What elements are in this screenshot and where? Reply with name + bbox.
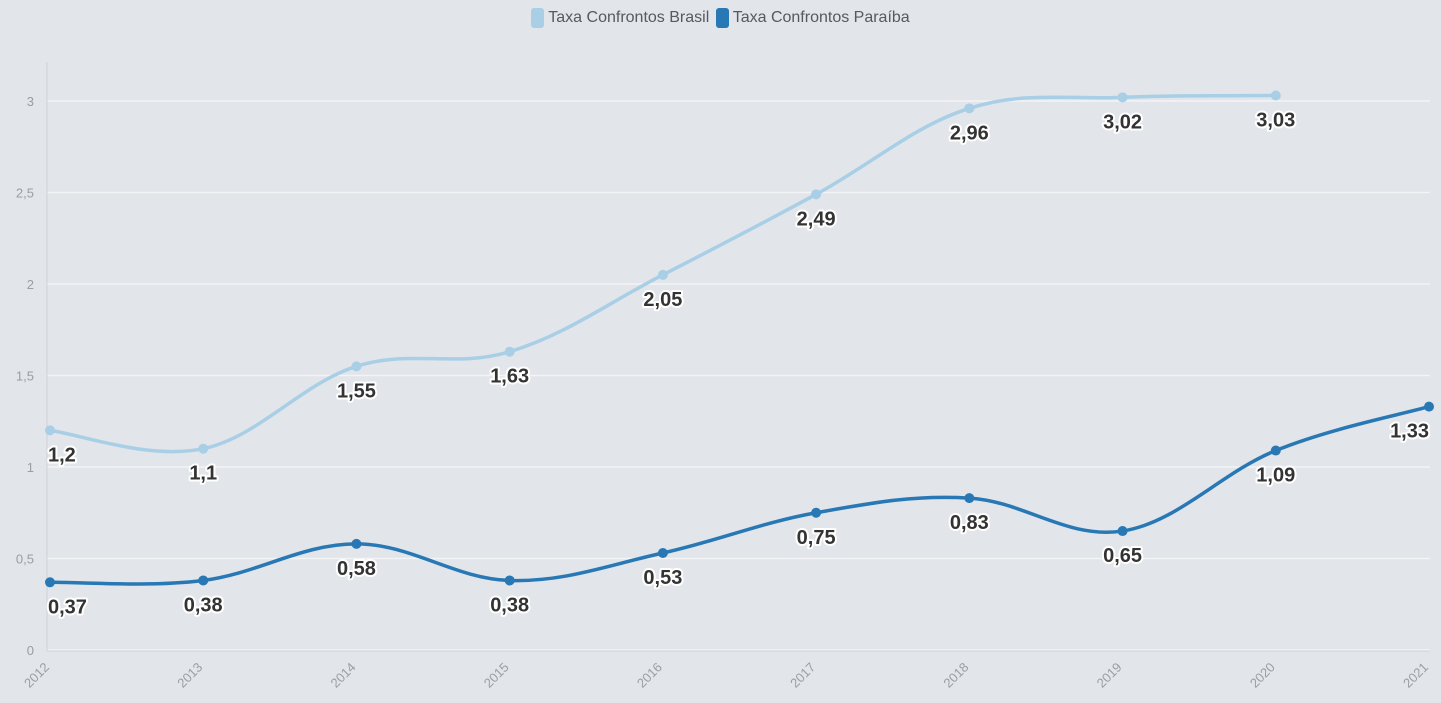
data-point-paraiba[interactable]: [964, 493, 975, 504]
data-point-paraiba[interactable]: [1117, 526, 1128, 537]
data-label-paraiba: 0,37: [48, 596, 87, 618]
legend-item-paraiba[interactable]: Taxa Confrontos Paraíba: [715, 8, 910, 28]
data-point-brasil[interactable]: [351, 361, 362, 372]
data-point-brasil[interactable]: [964, 103, 975, 114]
data-point-brasil[interactable]: [198, 443, 209, 454]
data-point-brasil[interactable]: [45, 425, 55, 436]
x-tick-label: 2021: [1400, 660, 1431, 691]
data-point-paraiba[interactable]: [1270, 445, 1281, 456]
data-label-brasil: 3,03: [1256, 110, 1295, 132]
data-label-paraiba: 0,53: [643, 567, 682, 589]
x-tick-label: 2020: [1247, 660, 1278, 691]
data-label-brasil: 3,02: [1103, 111, 1142, 133]
data-label-brasil: 1,1: [189, 463, 217, 485]
data-label-paraiba: 1,09: [1256, 465, 1295, 487]
x-tick-label: 2017: [787, 660, 818, 691]
y-tick-label: 3: [27, 94, 34, 109]
chart-legend: Taxa Confrontos Brasil Taxa Confrontos P…: [0, 8, 1441, 28]
x-tick-label: 2015: [481, 660, 512, 691]
grid-layer: [47, 100, 1430, 651]
data-label-brasil: 1,55: [337, 380, 376, 402]
x-tick-label: 2013: [174, 660, 205, 691]
axis-layer: 0 0,5 1 1,5 2 2,5 3 2012 2013 2014 2015 2016 2017 201…: [16, 62, 1431, 691]
y-tick-label: 1,5: [16, 369, 34, 384]
x-tick-label: 2012: [21, 660, 52, 691]
x-tick-label: 2014: [328, 660, 359, 691]
data-point-paraiba[interactable]: [198, 575, 209, 586]
data-point-paraiba[interactable]: [45, 577, 55, 588]
data-point-paraiba[interactable]: [657, 548, 668, 559]
data-label-paraiba: 0,58: [337, 558, 376, 580]
x-tick-label: 2019: [1094, 660, 1125, 691]
legend-swatch-paraiba: [715, 8, 729, 28]
data-point-paraiba[interactable]: [504, 575, 515, 586]
legend-label-brasil: Taxa Confrontos Brasil: [548, 9, 710, 26]
data-label-brasil: 1,63: [490, 366, 529, 388]
data-point-brasil[interactable]: [504, 346, 515, 357]
legend-label-paraiba: Taxa Confrontos Paraíba: [732, 9, 910, 26]
data-point-brasil[interactable]: [1117, 92, 1128, 103]
data-point-paraiba[interactable]: [1424, 401, 1434, 412]
data-label-brasil: 2,49: [797, 208, 836, 230]
data-point-paraiba[interactable]: [351, 538, 362, 549]
y-tick-label: 0,5: [16, 552, 34, 567]
data-point-brasil[interactable]: [1270, 90, 1281, 101]
data-label-paraiba: 0,38: [184, 594, 223, 616]
series-line-paraiba[interactable]: [48, 404, 1431, 586]
data-label-paraiba: 0,75: [797, 527, 836, 549]
data-label-paraiba: 0,65: [1103, 545, 1142, 567]
data-point-paraiba[interactable]: [811, 507, 822, 518]
data-label-brasil: 1,2: [48, 444, 76, 466]
y-tick-label: 0: [27, 643, 34, 658]
data-label-brasil: 2,05: [643, 289, 682, 311]
data-point-brasil[interactable]: [811, 189, 822, 200]
data-point-brasil[interactable]: [657, 269, 668, 280]
legend-item-brasil[interactable]: Taxa Confrontos Brasil: [531, 8, 709, 28]
legend-swatch-brasil: [531, 8, 545, 28]
data-label-paraiba: 1,33: [1390, 421, 1429, 443]
data-label-layer: 1,2 1,1 1,55 1,63 2,05 2,49 2,96 3,02 3,03 0,37 0,…: [46, 108, 1431, 621]
y-tick-label: 1: [27, 460, 34, 475]
data-label-paraiba: 0,83: [950, 512, 989, 534]
x-tick-label: 2018: [940, 660, 971, 691]
y-tick-label: 2: [27, 277, 34, 292]
data-label-paraiba: 0,38: [490, 594, 529, 616]
x-tick-label: 2016: [634, 660, 665, 691]
series-layer: [45, 90, 1434, 588]
y-tick-label: 2,5: [16, 186, 34, 201]
data-label-brasil: 2,96: [950, 122, 989, 144]
